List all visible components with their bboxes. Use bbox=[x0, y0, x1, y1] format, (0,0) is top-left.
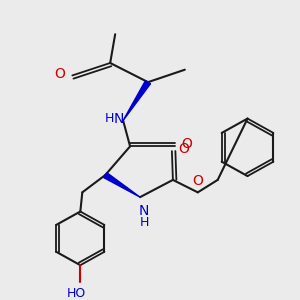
Text: O: O bbox=[54, 67, 65, 80]
Text: H: H bbox=[104, 112, 114, 125]
Polygon shape bbox=[103, 173, 140, 197]
Polygon shape bbox=[123, 81, 151, 121]
Text: H: H bbox=[139, 216, 149, 229]
Text: O: O bbox=[182, 137, 192, 152]
Text: O: O bbox=[192, 174, 203, 188]
Text: N: N bbox=[114, 112, 124, 126]
Text: HO: HO bbox=[67, 287, 86, 300]
Text: O: O bbox=[178, 142, 189, 156]
Text: N: N bbox=[139, 204, 149, 218]
